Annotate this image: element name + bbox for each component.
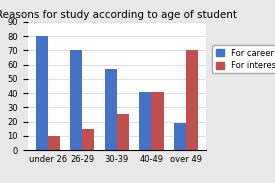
Bar	[82, 129, 94, 150]
Bar	[186, 51, 198, 150]
Bar	[48, 136, 60, 150]
Legend: For career, For interest: For career, For interest	[212, 45, 275, 73]
Bar	[152, 92, 164, 150]
Bar	[117, 115, 129, 150]
Bar	[174, 123, 186, 150]
Title: Reasons for study according to age of student: Reasons for study according to age of st…	[0, 10, 237, 20]
Bar	[105, 69, 117, 150]
Bar	[36, 36, 48, 150]
Bar	[70, 51, 82, 150]
Bar	[139, 92, 152, 150]
